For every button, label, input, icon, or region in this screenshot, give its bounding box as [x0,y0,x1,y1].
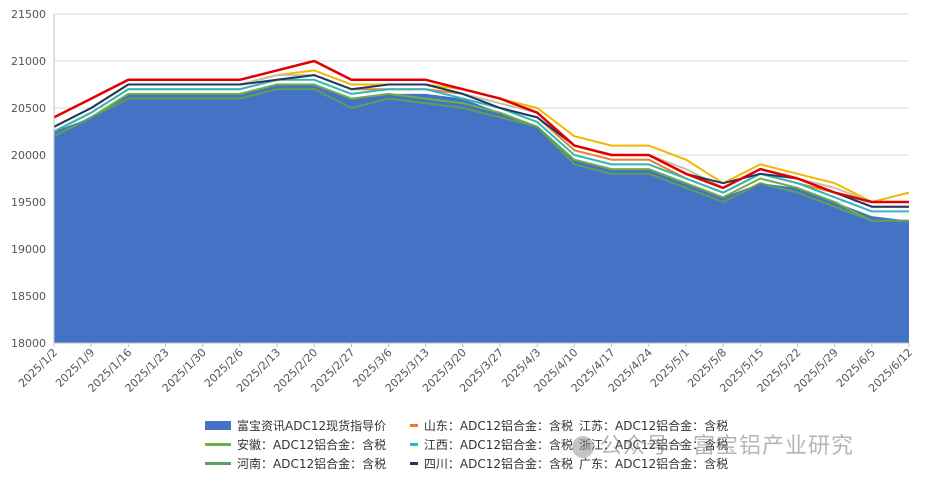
legend-label: 富宝资讯ADC12现货指导价 [237,419,387,433]
legend-item: 江苏：ADC12铝合金：含税 [573,417,728,434]
y-tick-label: 21000 [11,55,46,68]
legend-item: 江西：ADC12铝合金：含税 [410,436,573,453]
legend-row: 安徽：ADC12铝合金：含税 江西：ADC12铝合金：含税 浙江：ADC12铝合金：… [205,435,765,454]
x-tick-label: 2025/5/1 [648,346,692,390]
legend-item: 四川：ADC12铝合金：含税 [410,455,573,472]
legend-item: 山东：ADC12铝合金：含税 [410,417,573,434]
line-series [53,83,909,222]
legend-swatch [205,421,231,430]
y-tick-label: 20500 [11,102,46,115]
legend-row: 河南：ADC12铝合金：含税 四川：ADC12铝合金：含税 广东：ADC12铝合金：… [205,454,765,473]
y-tick-label: 21500 [11,8,46,21]
legend-label: 山东：ADC12铝合金：含税 [423,419,573,433]
legend-swatch [205,462,231,465]
area-series [54,84,909,343]
wechat-icon [572,436,594,458]
legend-swatch [410,462,418,465]
legend-swatch [410,443,418,446]
watermark-text: 公众号 · 富宝铝产业研究 [600,434,854,459]
legend-item: 安徽：ADC12铝合金：含税 [205,436,410,453]
legend-label: 安徽：ADC12铝合金：含税 [237,438,387,452]
legend-item: 富宝资讯ADC12现货指导价 [205,417,410,434]
legend-swatch [205,443,231,446]
line-series [53,59,909,204]
x-tick-label: 2025/1/2 [16,346,60,390]
legend-label: 江苏：ADC12铝合金：含税 [579,419,729,433]
line-series-layer [53,59,910,222]
legend-label: 广东：ADC12铝合金：含税 [579,457,729,471]
legend-label: 浙江：ADC12铝合金：含税 [579,438,729,452]
legend-label: 河南：ADC12铝合金：含税 [237,457,387,471]
y-tick-label: 18000 [11,337,46,350]
y-tick-label: 19000 [11,243,46,256]
area-series-layer [54,84,909,343]
y-tick-label: 19500 [11,196,46,209]
legend-item: 广东：ADC12铝合金：含税 [573,455,728,472]
chart-legend: 富宝资讯ADC12现货指导价 山东：ADC12铝合金：含税 江苏：ADC12铝合金：… [205,416,765,473]
legend-label: 四川：ADC12铝合金：含税 [423,457,573,471]
legend-item: 浙江：ADC12铝合金：含税 [573,436,728,453]
y-tick-label: 20000 [11,149,46,162]
legend-item: 河南：ADC12铝合金：含税 [205,455,410,472]
watermark: 公众号 · 富宝铝产业研究 [572,428,854,460]
legend-swatch [410,424,418,427]
line-series [53,88,909,222]
y-tick-label: 18500 [11,290,46,303]
line-series [53,74,909,208]
legend-label: 江西：ADC12铝合金：含税 [423,438,573,452]
legend-row: 富宝资讯ADC12现货指导价 山东：ADC12铝合金：含税 江苏：ADC12铝合金：… [205,416,765,435]
